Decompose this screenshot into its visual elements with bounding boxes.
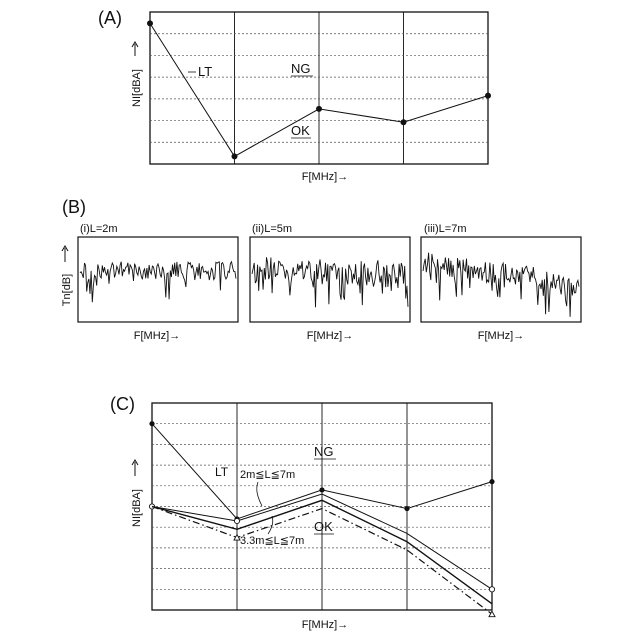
panel-c-ylabel: NI[dBA] — [131, 489, 143, 527]
panel-a-ylabel: NI[dBA] — [131, 69, 143, 107]
panel-a-label: (A) — [98, 8, 122, 28]
panel-b-title-2: (ii)L=5m — [252, 223, 292, 235]
panel-b-xlabel-2: F[MHz]→ — [307, 330, 353, 342]
panel-b-ylabel: Tn[dB] — [61, 274, 73, 306]
panel-b-trace-1 — [80, 262, 236, 303]
panel-b: (B) Tn[dB] (i)L=2m F[MHz]→ (ii)L=5m F[MH… — [61, 197, 581, 342]
panel-c-point — [489, 587, 494, 592]
panel-a-point — [401, 119, 407, 125]
panel-a: (A) NI[dBA] F[MHz]→ LT NG OK — [98, 8, 491, 183]
panel-a-lt-label: LT — [198, 64, 212, 79]
panel-c-point — [404, 506, 409, 511]
panel-b-xlabel-3: F[MHz]→ — [478, 330, 524, 342]
panel-b-title-3: (iii)L=7m — [424, 223, 466, 235]
panel-c-range-upper: 2m≦L≦7m — [240, 469, 295, 481]
panel-b-xlabel-1: F[MHz]→ — [134, 330, 180, 342]
panel-c-ok-label: OK — [314, 519, 333, 534]
panel-a-ok-label: OK — [291, 123, 310, 138]
panel-c-point — [489, 479, 494, 484]
panel-a-point — [232, 153, 238, 159]
panel-c-xlabel: F[MHz]→ — [302, 619, 348, 631]
panel-a-point — [485, 93, 491, 99]
panel-b-trace-2 — [252, 257, 408, 307]
panel-c: (C) NI[dBA] F[MHz]→ LT NG OK 2m≦L≦7m 3.3… — [110, 394, 495, 631]
panel-a-ng-label: NG — [291, 61, 311, 76]
panel-c-point — [319, 487, 324, 492]
panel-a-point — [316, 106, 322, 112]
panel-c-range-lower: 3.3m≦L≦7m — [240, 535, 304, 547]
panel-c-ng-label: NG — [314, 444, 334, 459]
panel-b-trace-3 — [423, 253, 579, 317]
panel-a-grid — [150, 12, 488, 164]
panel-a-xlabel: F[MHz]→ — [302, 171, 348, 183]
panel-c-lt-label: LT — [215, 465, 229, 479]
panel-c-point — [149, 421, 154, 426]
panel-a-point — [147, 20, 153, 26]
panel-c-label: (C) — [110, 394, 135, 414]
panel-c-grid — [152, 403, 492, 610]
panel-b-label: (B) — [62, 197, 86, 217]
panel-c-point — [234, 518, 239, 523]
panel-b-title-1: (i)L=2m — [80, 223, 118, 235]
